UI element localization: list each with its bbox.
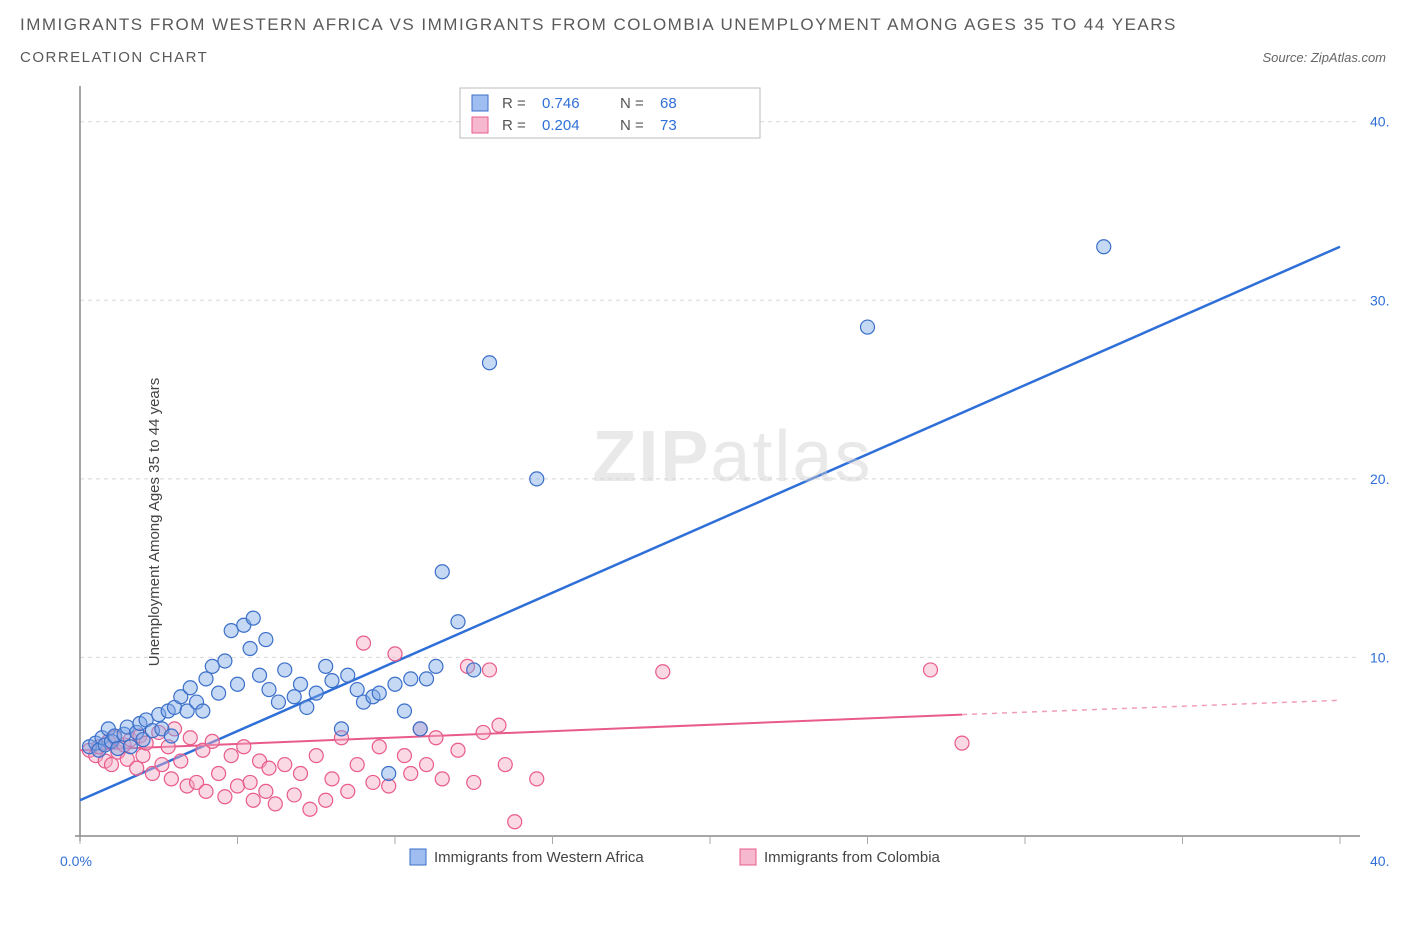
y-axis-label: Unemployment Among Ages 35 to 44 years — [146, 377, 163, 666]
svg-text:40.0%: 40.0% — [1370, 114, 1390, 130]
source-label: Source: ZipAtlas.com — [1262, 50, 1386, 65]
svg-text:0.0%: 0.0% — [60, 853, 92, 869]
scatter-chart: 10.0% 20.0% 30.0% 40.0% 0.0% 40.0% R = 0.746 N =… — [20, 76, 1390, 886]
svg-text:40.0%: 40.0% — [1370, 853, 1390, 869]
svg-text:N =: N = — [620, 117, 644, 134]
svg-text:30.0%: 30.0% — [1370, 292, 1390, 308]
svg-text:20.0%: 20.0% — [1370, 471, 1390, 487]
svg-text:R =: R = — [502, 117, 526, 134]
svg-text:0.746: 0.746 — [542, 95, 580, 112]
chart-subtitle: CORRELATION CHART — [20, 49, 208, 66]
svg-text:R =: R = — [502, 95, 526, 112]
svg-text:Immigrants from Western Africa: Immigrants from Western Africa — [434, 849, 644, 866]
svg-text:0.204: 0.204 — [542, 117, 580, 134]
svg-text:68: 68 — [660, 95, 677, 112]
svg-text:Immigrants from Colombia: Immigrants from Colombia — [764, 849, 941, 866]
svg-text:73: 73 — [660, 117, 677, 134]
plot-area: Unemployment Among Ages 35 to 44 years Z… — [20, 76, 1390, 886]
svg-text:N =: N = — [620, 95, 644, 112]
svg-text:10.0%: 10.0% — [1370, 649, 1390, 665]
subtitle-row: CORRELATION CHART Source: ZipAtlas.com — [20, 49, 1386, 66]
chart-title: IMMIGRANTS FROM WESTERN AFRICA VS IMMIGR… — [20, 15, 1386, 35]
